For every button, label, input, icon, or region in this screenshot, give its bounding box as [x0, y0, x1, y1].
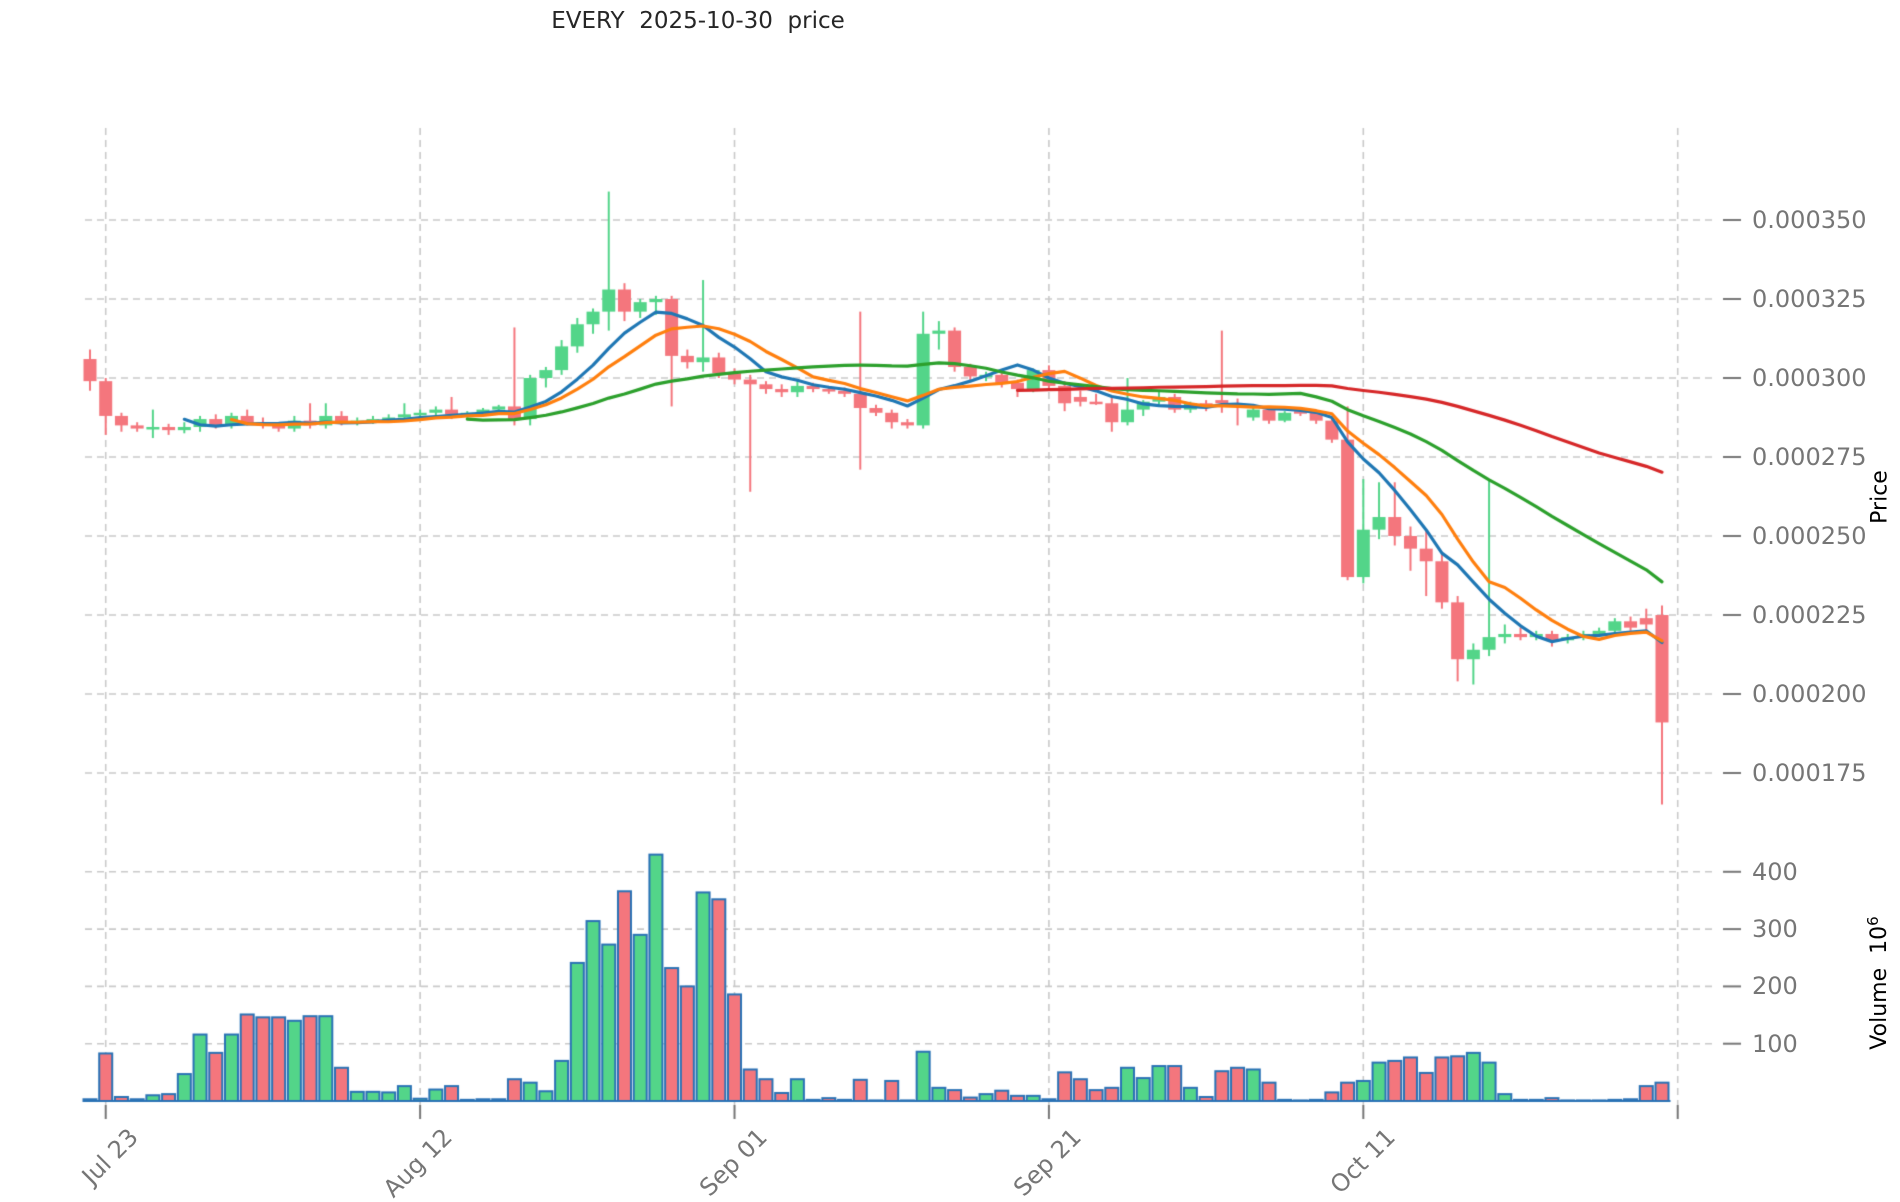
chart-title: EVERY 2025-10-30 price	[551, 8, 845, 34]
price-tick-label: 0.000250	[1752, 522, 1867, 550]
volume-tick-label: 400	[1752, 857, 1798, 886]
price-axis-title-text: Price	[1867, 470, 1893, 524]
volume-axis-unit-exponent: 6	[1863, 916, 1882, 926]
volume-axis-unit-base: 10	[1867, 925, 1893, 954]
price-tick-label: 0.000175	[1752, 759, 1867, 787]
price-tick-label: 0.000200	[1752, 680, 1867, 708]
price-tick-label: 0.000275	[1752, 443, 1867, 471]
price-axis-title: Price	[1868, 470, 1893, 524]
volume-axis-title: Volume 106	[1864, 916, 1892, 1049]
price-tick-label: 0.000225	[1752, 601, 1867, 629]
price-tick-label: 0.000300	[1752, 364, 1867, 392]
price-tick-label: 0.000350	[1752, 206, 1867, 234]
volume-tick-label: 200	[1752, 972, 1798, 1001]
volume-tick-label: 100	[1752, 1029, 1798, 1058]
volume-tick-label: 300	[1752, 915, 1798, 944]
volume-axis-title-text: Volume	[1867, 967, 1893, 1050]
price-tick-label: 0.000325	[1752, 285, 1867, 313]
